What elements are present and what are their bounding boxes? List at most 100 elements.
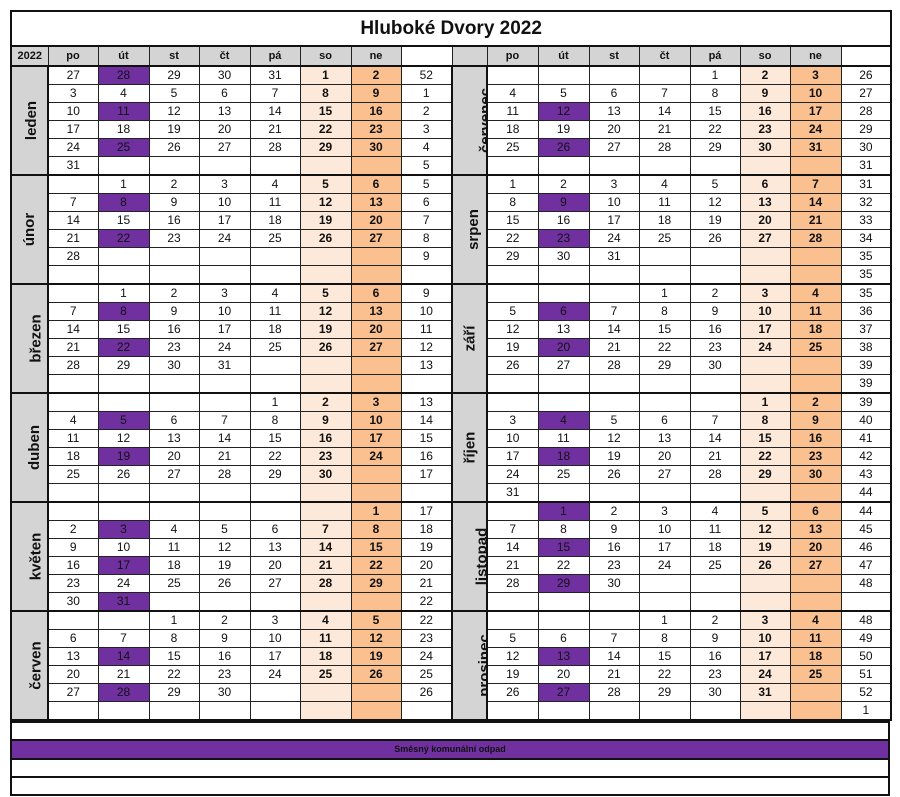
- day-cell: 2: [689, 610, 741, 630]
- day-cell: [299, 356, 352, 375]
- week-number: 17: [400, 465, 453, 484]
- day-cell: 6: [350, 283, 402, 303]
- day-cell: 4: [148, 520, 200, 539]
- day-cell: 20: [537, 665, 590, 684]
- week-number: 38: [840, 338, 892, 357]
- day-cell: 17: [638, 538, 691, 557]
- day-cell: 1: [486, 174, 539, 194]
- day-cell: [198, 483, 251, 503]
- day-cell: 21: [47, 338, 99, 357]
- day-cell: 26: [299, 338, 352, 357]
- day-cell: [739, 574, 791, 593]
- day-cell: 16: [299, 429, 352, 448]
- day-cell: [47, 501, 99, 521]
- day-cell: [789, 683, 842, 702]
- day-cell: 14: [198, 429, 251, 448]
- month-label: únor: [10, 174, 49, 285]
- day-cell: 1: [739, 392, 791, 412]
- week-number: 22: [400, 610, 453, 630]
- day-cell: 10: [739, 302, 791, 321]
- day-cell: 25: [537, 465, 590, 484]
- week-number: 32: [840, 193, 892, 212]
- day-cell: [299, 247, 352, 266]
- day-cell: 21: [588, 338, 640, 357]
- day-cell: 29: [689, 138, 741, 157]
- collection-day-cell: 13: [537, 647, 590, 666]
- blank-row: [10, 776, 890, 796]
- day-cell: 26: [198, 574, 251, 593]
- weekday-header: po: [47, 45, 99, 67]
- day-cell: 31: [789, 138, 842, 157]
- day-cell: 10: [486, 429, 539, 448]
- day-cell: 1: [97, 174, 150, 194]
- day-cell: [486, 610, 539, 630]
- week-number: 22: [400, 592, 453, 612]
- day-cell: 1: [350, 501, 402, 521]
- day-cell: 20: [148, 447, 200, 466]
- day-cell: 14: [47, 211, 99, 230]
- day-cell: 4: [789, 283, 842, 303]
- week-number: 12: [400, 338, 453, 357]
- calendar-row: 20 21 22 23 24 25 26 25 19 20 21 22 23 24 25 51: [11, 665, 892, 684]
- day-cell: [537, 374, 590, 394]
- day-cell: [739, 701, 791, 721]
- calendar-row: květen 1 17 listopad 1 2 3 4 5 6 44: [10, 501, 892, 612]
- day-cell: 8: [537, 520, 590, 539]
- collection-day-cell: 9: [537, 193, 590, 212]
- day-cell: 5: [299, 283, 352, 303]
- month-label: červenec: [451, 65, 488, 176]
- week-number: 19: [400, 538, 453, 557]
- week-number: [400, 265, 453, 285]
- month-label: říjen: [451, 392, 488, 503]
- day-cell: 2: [789, 392, 842, 412]
- day-cell: 18: [97, 120, 150, 139]
- day-cell: 24: [789, 120, 842, 139]
- day-cell: 5: [588, 411, 640, 430]
- day-cell: 16: [148, 211, 200, 230]
- week-header: [840, 45, 892, 67]
- day-cell: [789, 156, 842, 176]
- week-number: 31: [840, 156, 892, 176]
- day-cell: 20: [638, 447, 691, 466]
- day-cell: 2: [588, 501, 640, 521]
- day-cell: 17: [198, 320, 251, 339]
- day-cell: 13: [350, 302, 402, 321]
- day-cell: [588, 156, 640, 176]
- calendar-row: 3 4 5 6 7 8 9 1 4 5 6 7 8 9 10 27: [11, 84, 892, 103]
- day-cell: 2: [198, 610, 251, 630]
- day-cell: 19: [739, 538, 791, 557]
- day-cell: [537, 483, 590, 503]
- day-cell: 16: [350, 102, 402, 121]
- day-cell: 28: [486, 574, 539, 593]
- day-cell: [486, 283, 539, 303]
- week-number: 45: [840, 520, 892, 539]
- weekday-header: ne: [350, 45, 402, 67]
- day-cell: 3: [486, 411, 539, 430]
- day-cell: 29: [148, 65, 200, 85]
- day-cell: [588, 592, 640, 612]
- week-number: 33: [840, 211, 892, 230]
- day-cell: 9: [198, 629, 251, 648]
- day-cell: 13: [588, 102, 640, 121]
- calendar-row: 1: [11, 701, 892, 721]
- day-cell: 26: [588, 465, 640, 484]
- day-cell: 2: [148, 283, 200, 303]
- day-cell: 6: [789, 501, 842, 521]
- collection-day-cell: 3: [97, 520, 150, 539]
- day-cell: 22: [486, 229, 539, 248]
- day-cell: 18: [638, 211, 691, 230]
- day-cell: 30: [47, 592, 99, 612]
- day-cell: 9: [148, 302, 200, 321]
- day-cell: 17: [47, 120, 99, 139]
- day-cell: [148, 247, 200, 266]
- day-cell: [689, 265, 741, 285]
- day-cell: 11: [249, 193, 301, 212]
- day-cell: 22: [148, 665, 200, 684]
- month-name: listopad: [473, 527, 487, 586]
- day-cell: [350, 592, 402, 612]
- day-cell: [97, 247, 150, 266]
- day-cell: 4: [249, 174, 301, 194]
- day-cell: 21: [97, 665, 150, 684]
- day-cell: 7: [47, 193, 99, 212]
- day-cell: 28: [198, 465, 251, 484]
